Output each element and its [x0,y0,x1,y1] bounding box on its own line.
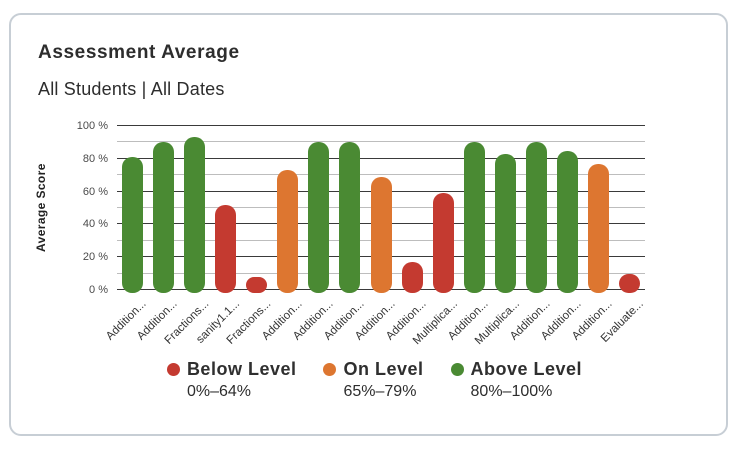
y-tick-label: 80 % [82,152,108,165]
legend-label: Above Level [470,359,583,379]
y-tick-label: 20 % [82,251,108,264]
legend-label: Below Level [186,359,297,379]
legend-item-below-level[interactable]: Below Level 0%–64% [166,359,297,401]
legend-item-top: On Level [323,359,423,380]
bar-addition-8[interactable] [370,176,392,293]
bar-addition-14[interactable] [556,150,578,293]
bar-sanity1.1-3[interactable] [215,204,237,293]
bar-fractions-4[interactable] [246,276,268,293]
bar-addition-1[interactable] [153,142,175,293]
assessment-average-card: Assessment Average All Students | All Da… [9,13,728,436]
y-tick-label: 0 % [89,284,108,296]
bar-multiplica-10[interactable] [432,193,454,293]
y-axis-ticks: 0 % 20 % 40 % 60 % 80 % 100 % [51,120,108,296]
legend-dot-icon [450,363,464,376]
legend-item-top: Below Level [166,359,297,380]
y-axis-title: Average Score [34,163,48,253]
bar-addition-11[interactable] [463,142,485,293]
bar-addition-15[interactable] [587,163,609,293]
y-tick-label: 40 % [82,218,108,231]
gridline-100 [117,125,645,126]
y-tick-label: 100 % [76,120,108,132]
legend-label: On Level [343,359,424,379]
bar-addition-0[interactable] [122,157,144,293]
gridline-90 [117,141,645,143]
legend-range: 0%–64% [186,383,251,400]
bar-addition-6[interactable] [308,142,330,293]
legend-range: 65%–79% [343,383,417,400]
legend-item-on-level[interactable]: On Level 65%–79% [323,359,423,401]
chart-filters-subtitle: All Students | All Dates [38,79,225,99]
legend-dot-icon [323,363,337,376]
bar-multiplica-12[interactable] [494,153,516,293]
legend-item-top: Above Level [450,359,583,380]
bar-addition-13[interactable] [525,142,547,293]
legend-item-above-level[interactable]: Above Level 80%–100% [450,359,583,401]
bar-addition-5[interactable] [277,170,299,293]
bar-addition-9[interactable] [401,262,423,293]
page-title: Assessment Average [38,42,240,63]
bar-fractions-2[interactable] [184,137,206,293]
legend-dot-icon [166,363,180,376]
gridline-70 [117,174,645,176]
plot-area: Addition... Addition... Fractions... sanity… [104,125,646,347]
y-tick-label: 60 % [82,185,108,198]
chart-legend: Below Level 0%–64% On Level 65%–79% Above Le… [11,359,726,401]
gridline-80 [117,157,645,159]
bar-addition-7[interactable] [339,142,361,293]
bar-evaluate-16[interactable] [618,273,640,293]
legend-range: 80%–100% [470,383,553,400]
